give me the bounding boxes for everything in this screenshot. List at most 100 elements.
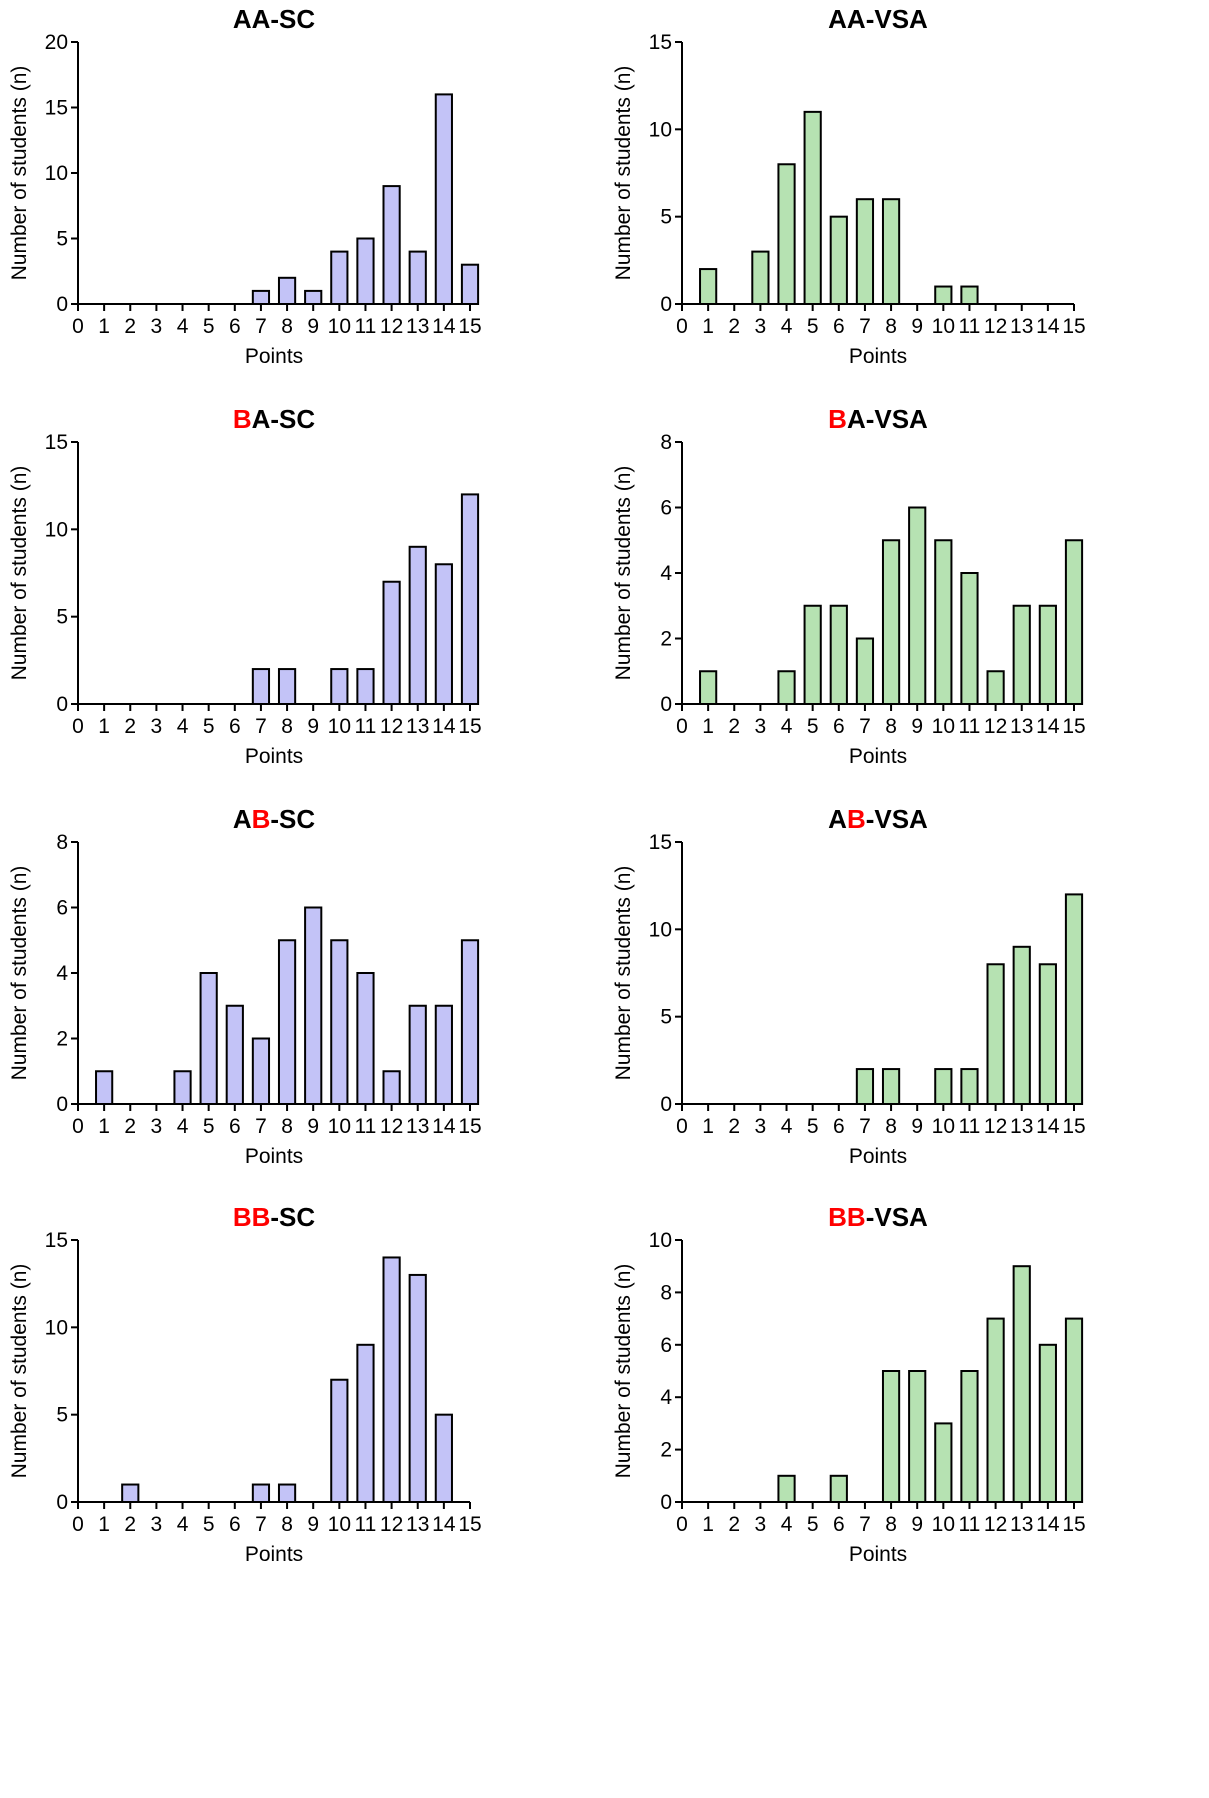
x-tick-label: 12 [380,1115,403,1138]
x-tick-label: 7 [859,315,871,338]
y-axis-label: Number of students (n) [8,866,31,1081]
x-tick-label: 2 [728,1513,740,1536]
x-tick-label: 12 [380,315,403,338]
x-axis-label: Points [245,745,303,768]
x-tick-label: 5 [203,715,215,738]
x-tick-label: 7 [859,1513,871,1536]
y-tick-label: 2 [660,1439,672,1462]
x-tick-label: 2 [124,1115,136,1138]
x-tick-label: 0 [72,1513,84,1536]
bar [408,1273,427,1503]
bar [382,1070,401,1105]
x-tick-label: 13 [406,715,429,738]
x-tick-label: 12 [984,1115,1007,1138]
bar [1012,604,1031,705]
bar [382,1256,401,1504]
title-segment: -SC [270,4,315,34]
y-tick-label: 5 [660,1006,672,1029]
x-tick-label: 7 [255,715,267,738]
y-tick-label: 5 [56,606,68,629]
chart-panel: BA-VSA 0 2 4 6 8 0 1 2 3 4 5 6 7 8 9 10 11 12 13 14 15 Points N… [604,400,1208,840]
x-axis-label: Points [849,745,907,768]
x-tick-label: 11 [959,1115,981,1138]
x-tick-label: 8 [281,715,293,738]
chart-title: AB-VSA [828,804,928,834]
chart-panel: AA-SC 0 5 10 15 20 0 1 2 3 4 5 6 7 8 9 10 11 12 13 14 15 Point… [0,0,604,440]
bar [908,1370,927,1503]
bar [829,604,848,705]
x-tick-label: 6 [229,715,241,738]
bar [434,93,453,306]
x-tick-label: 9 [307,1513,319,1536]
x-tick-label: 11 [355,1115,377,1138]
bar [855,1068,875,1106]
x-axis-label: Points [245,345,303,368]
x-tick-label: 0 [676,315,688,338]
x-tick-label: 6 [833,1115,845,1138]
title-highlight-segment: B [233,404,252,434]
x-tick-label: 9 [911,1513,923,1536]
title-segment: -SC [270,804,315,834]
bar [934,285,953,305]
chart-panel: BA-SC 0 5 10 15 0 1 2 3 4 5 6 7 8 9 10 11 12 13 14 15 Points N… [0,400,604,840]
x-tick-label: 9 [307,715,319,738]
y-tick-label: 2 [56,1028,68,1051]
y-tick-label: 5 [56,228,68,251]
x-tick-label: 9 [911,315,923,338]
x-tick-label: 8 [885,1115,897,1138]
x-tick-label: 1 [702,1115,714,1138]
bar [95,1070,114,1105]
x-tick-label: 9 [911,715,923,738]
x-tick-label: 0 [676,715,688,738]
bar [855,637,875,705]
y-tick-label: 0 [56,1093,68,1116]
bar [330,1378,349,1504]
x-tick-label: 3 [755,715,767,738]
x-tick-label: 14 [432,715,456,738]
x-tick-label: 13 [1010,715,1033,738]
x-tick-label: 1 [98,1115,110,1138]
title-highlight-segment: B [828,404,847,434]
title-segment: A [828,804,847,834]
bar [330,250,349,306]
y-tick-label: 10 [45,518,68,541]
bar [829,1474,848,1503]
y-tick-label: 0 [660,1491,672,1514]
x-tick-label: 10 [328,315,351,338]
bar [881,539,901,705]
x-tick-label: 1 [702,715,714,738]
bar [960,572,979,705]
chart-panel: AB-VSA 0 5 10 15 0 1 2 3 4 5 6 7 8 9 10 11 12 13 14 15 Points… [604,800,1208,1240]
bar [881,1370,901,1503]
y-tick-label: 0 [660,693,672,716]
bar [434,563,453,705]
y-tick-label: 10 [45,1316,68,1339]
x-tick-label: 3 [755,1513,767,1536]
x-tick-label: 15 [1062,1115,1085,1138]
x-axis-label: Points [245,1543,303,1566]
x-tick-label: 8 [281,1513,293,1536]
x-tick-label: 3 [151,1513,163,1536]
y-tick-label: 4 [660,1386,672,1409]
x-tick-label: 10 [932,1115,955,1138]
chart-title: BB-SC [233,1202,316,1232]
chart-panel: BB-VSA 0 2 4 6 8 10 0 1 2 3 4 5 6 7 8 9 10 11 12 13 14 15 Point… [604,1198,1208,1638]
y-tick-label: 2 [660,628,672,651]
x-tick-label: 0 [72,715,84,738]
y-tick-label: 5 [660,206,672,229]
bar [777,163,796,305]
x-tick-label: 12 [380,1513,403,1536]
chart-title: AA-VSA [828,4,928,34]
x-tick-label: 8 [281,315,293,338]
x-tick-label: 6 [229,315,241,338]
bar [460,493,480,706]
x-tick-label: 5 [807,715,819,738]
x-tick-label: 10 [932,715,955,738]
y-tick-label: 6 [56,897,68,920]
bar [225,1004,244,1105]
x-tick-label: 14 [1036,1115,1060,1138]
x-tick-label: 2 [728,315,740,338]
bar [277,668,297,706]
bar [277,939,297,1105]
